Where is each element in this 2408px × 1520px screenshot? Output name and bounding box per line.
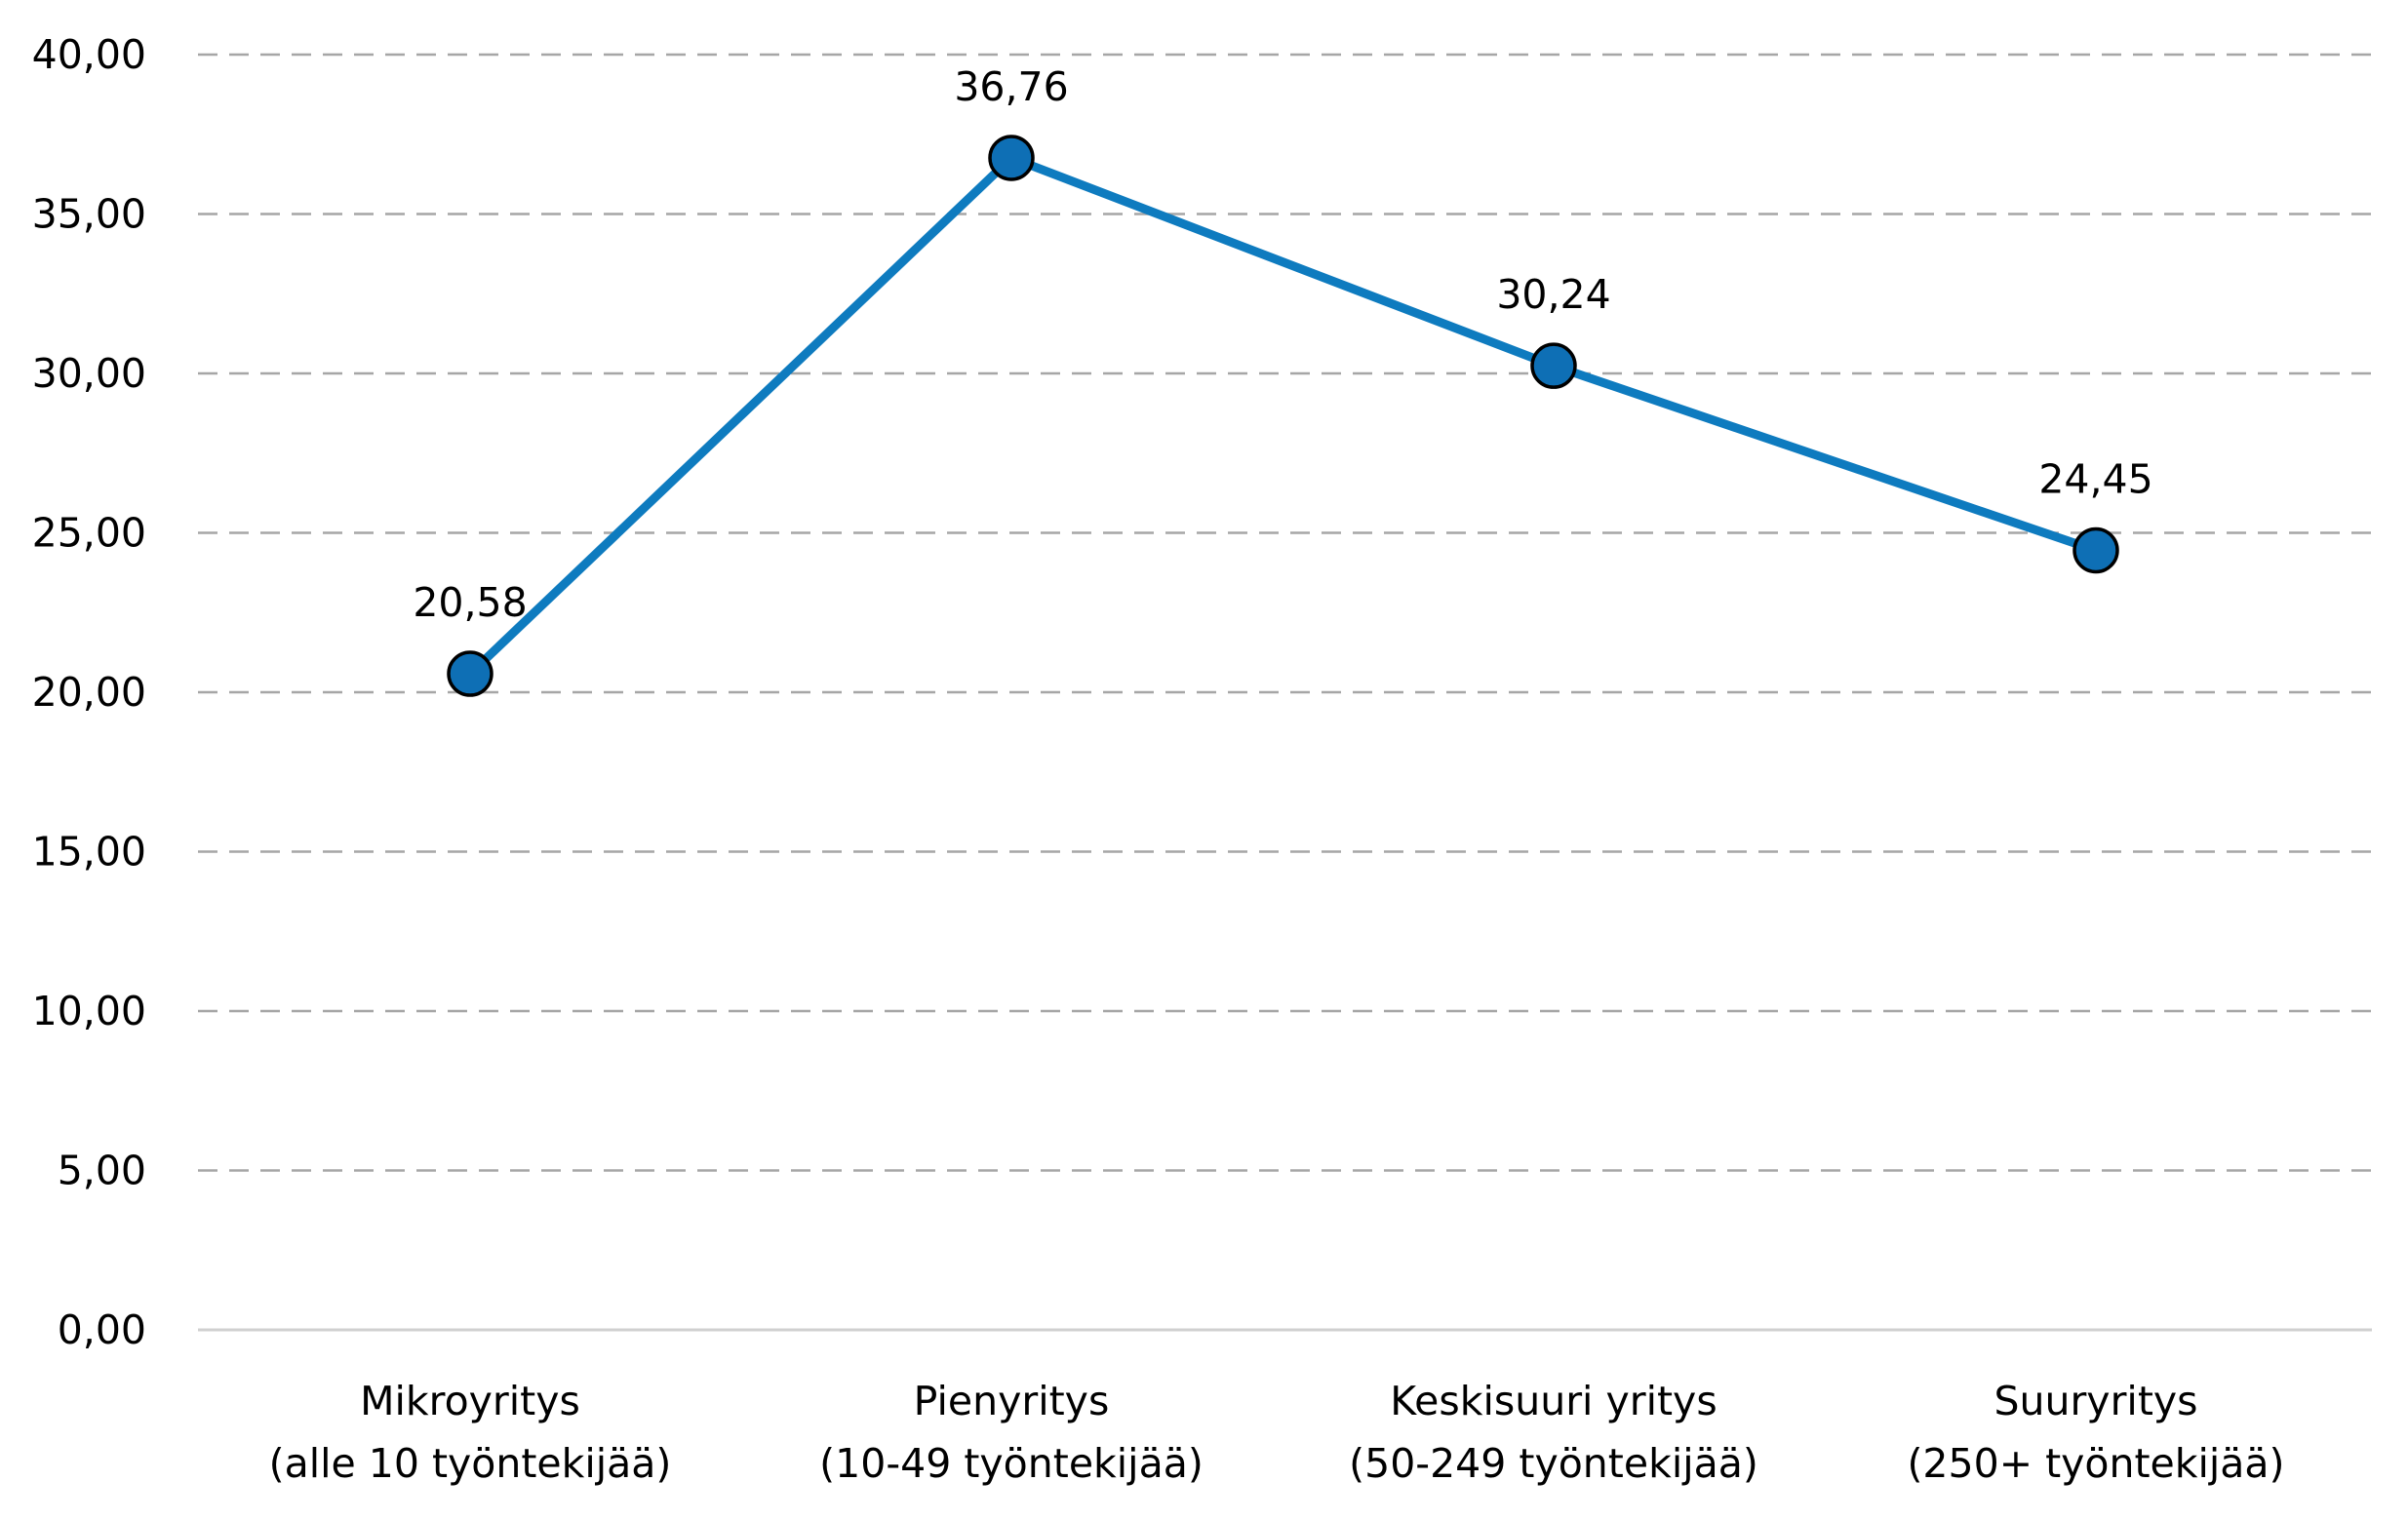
marker-layer xyxy=(447,135,2119,697)
y-tick-label: 15,00 xyxy=(32,829,146,876)
x-category-label: (10-49 työntekijää) xyxy=(819,1440,1204,1487)
data-label: 36,76 xyxy=(954,63,1068,110)
series-line xyxy=(465,153,2101,679)
y-axis-tick-labels: 0,00 5,00 10,00 15,00 20,00 25,00 30,00 35,00 40… xyxy=(32,31,146,1353)
data-label: 24,45 xyxy=(2038,455,2152,502)
data-point-marker xyxy=(988,135,1035,181)
x-category-label: (250+ työntekijää) xyxy=(1907,1440,2284,1487)
data-point-marker xyxy=(2072,526,2119,574)
series-layer xyxy=(465,153,2101,679)
y-tick-label: 5,00 xyxy=(58,1148,146,1194)
x-category-label: Keskisuuri yritys xyxy=(1390,1378,1717,1424)
x-category-label: Pienyritys xyxy=(914,1378,1110,1424)
data-label-layer: 20,58 36,76 30,24 24,45 xyxy=(413,63,2152,626)
data-label: 20,58 xyxy=(413,579,527,626)
y-tick-label: 30,00 xyxy=(32,350,146,397)
x-category-label: Suuryritys xyxy=(1994,1378,2197,1424)
x-category-label: Mikroyritys xyxy=(360,1378,580,1424)
gridlines xyxy=(198,53,2372,1332)
y-tick-label: 0,00 xyxy=(58,1306,146,1353)
data-label: 30,24 xyxy=(1496,271,1610,318)
x-axis-category-labels: Mikroyritys (alle 10 työntekijää) Pienyrit… xyxy=(269,1378,2285,1487)
data-point-marker xyxy=(1530,342,1577,389)
y-tick-label: 35,00 xyxy=(32,191,146,238)
data-point-marker xyxy=(447,650,493,697)
x-category-label: (50-249 työntekijää) xyxy=(1349,1440,1758,1487)
y-tick-label: 20,00 xyxy=(32,669,146,716)
y-tick-label: 25,00 xyxy=(32,510,146,557)
y-tick-label: 40,00 xyxy=(32,31,146,78)
x-category-label: (alle 10 työntekijää) xyxy=(269,1440,672,1487)
y-tick-label: 10,00 xyxy=(32,988,146,1034)
